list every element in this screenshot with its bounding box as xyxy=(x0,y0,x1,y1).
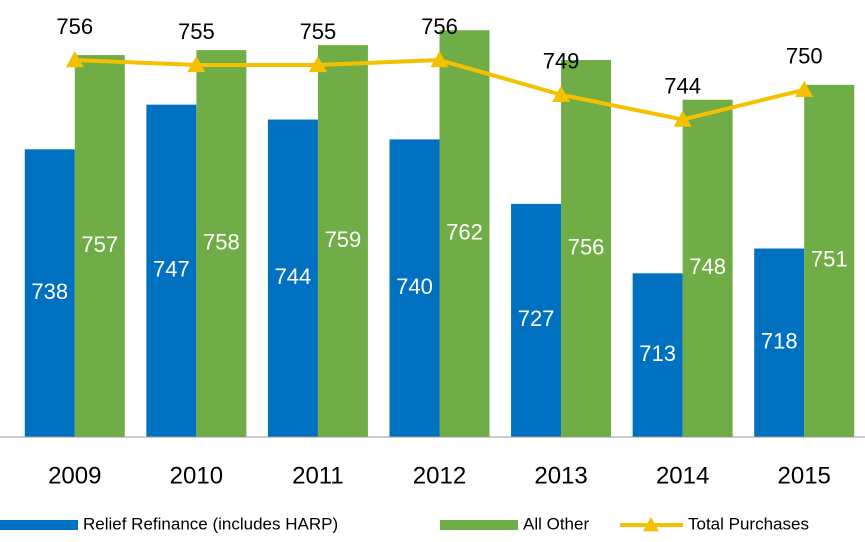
data-label: 727 xyxy=(518,306,555,331)
data-label: 762 xyxy=(446,219,483,244)
line-marker xyxy=(795,80,814,97)
bar xyxy=(24,149,75,437)
data-label: 713 xyxy=(639,341,676,366)
x-tick-label: 2014 xyxy=(656,462,709,489)
line-label: 756 xyxy=(56,14,93,39)
bar xyxy=(511,203,562,437)
data-label: 759 xyxy=(325,227,362,252)
data-label: 740 xyxy=(396,274,433,299)
line-label: 749 xyxy=(543,49,580,74)
bar xyxy=(317,45,368,438)
legend-swatch xyxy=(440,520,518,530)
bar xyxy=(632,273,683,437)
line-marker xyxy=(308,55,327,73)
legend-swatch xyxy=(0,520,78,530)
x-tick-label: 2010 xyxy=(170,462,223,489)
x-tick-label: 2013 xyxy=(534,462,587,489)
legend-label: Relief Refinance (includes HARP) xyxy=(83,514,338,533)
line-label: 755 xyxy=(178,19,215,44)
legend-label: Total Purchases xyxy=(688,514,809,533)
x-tick-label: 2009 xyxy=(48,462,101,489)
bar xyxy=(682,99,733,438)
data-label: 718 xyxy=(761,329,798,354)
line-marker xyxy=(552,85,571,102)
line-label: 750 xyxy=(786,44,823,69)
line-marker xyxy=(187,55,206,73)
line-label: 756 xyxy=(421,14,458,39)
data-label: 748 xyxy=(689,254,726,279)
line-label: 755 xyxy=(300,19,337,44)
data-label: 757 xyxy=(81,232,118,257)
bar xyxy=(389,139,440,438)
line-marker xyxy=(673,110,692,127)
bar xyxy=(804,84,855,438)
bar xyxy=(754,248,805,437)
legend-label: All Other xyxy=(523,514,589,533)
data-label: 756 xyxy=(568,234,605,259)
line-marker xyxy=(65,51,84,68)
data-label: 751 xyxy=(811,247,848,272)
bar xyxy=(196,50,247,438)
x-tick-label: 2011 xyxy=(292,462,344,489)
data-label: 747 xyxy=(153,257,190,282)
data-label: 744 xyxy=(275,264,312,289)
bar xyxy=(74,55,125,437)
x-tick-label: 2012 xyxy=(413,462,466,489)
data-label: 758 xyxy=(203,229,240,254)
legend-swatch xyxy=(643,517,659,532)
bar xyxy=(561,60,612,437)
data-label: 738 xyxy=(31,279,68,304)
bar xyxy=(267,119,318,437)
line-marker xyxy=(430,51,449,68)
x-tick-label: 2015 xyxy=(778,462,831,489)
bar xyxy=(439,30,490,438)
bar xyxy=(146,104,197,438)
line-label: 744 xyxy=(664,73,701,98)
